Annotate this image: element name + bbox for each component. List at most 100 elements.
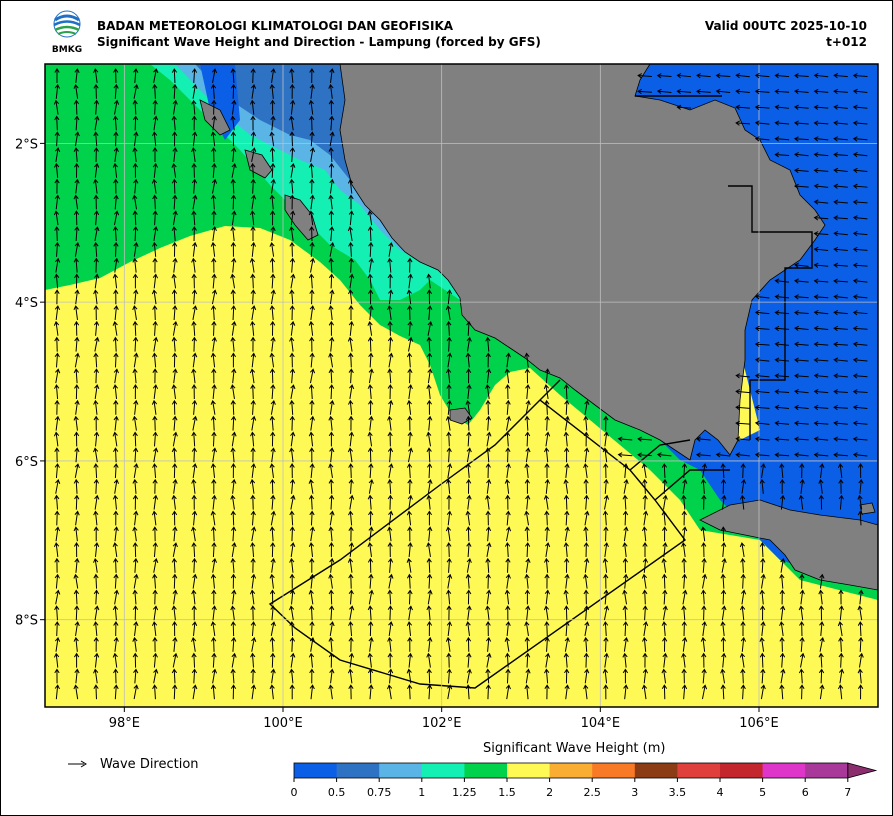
wave-arrow (269, 99, 276, 115)
wave-arrow (662, 494, 668, 510)
wave-arrow (54, 178, 60, 194)
wave-arrow (794, 452, 809, 458)
wave-arrow (210, 621, 216, 636)
wave-arrow (813, 136, 829, 142)
wave-arrow (505, 399, 511, 415)
wave-arrow (191, 368, 197, 384)
wave-arrow (774, 88, 790, 95)
wave-arrow (93, 526, 99, 542)
wave-arrow (368, 589, 374, 605)
wave-arrow (250, 68, 256, 84)
wave-arrow (113, 573, 119, 589)
wave-arrow (583, 494, 590, 510)
wave-arrow (794, 167, 809, 174)
wave-arrow (740, 573, 746, 589)
wave-arrow (113, 636, 119, 652)
wave-arrow (505, 415, 512, 431)
wave-arrow (388, 289, 394, 305)
wave-arrow (661, 510, 667, 526)
wave-arrow (833, 73, 848, 79)
wave-arrow (485, 447, 491, 463)
wave-arrow (231, 147, 237, 163)
wave-arrow (251, 305, 257, 320)
wave-arrow (309, 510, 315, 526)
wave-arrow (485, 463, 491, 479)
wave-arrow (701, 684, 708, 700)
wave-arrow (740, 668, 746, 684)
wave-arrow (603, 589, 609, 605)
wave-arrow (426, 399, 432, 415)
wave-arrow (54, 131, 60, 147)
wave-arrow (564, 447, 570, 463)
wave-arrow (171, 557, 177, 573)
wave-arrow (760, 605, 766, 621)
wave-arrow (368, 510, 374, 526)
wave-arrow (584, 621, 590, 636)
wave-arrow (584, 447, 590, 463)
wave-arrow (813, 120, 829, 126)
wave-arrow (563, 494, 570, 510)
wave-arrow (701, 668, 707, 684)
wave-arrow (192, 305, 198, 320)
wave-arrow (446, 289, 452, 305)
wave-arrow (73, 589, 80, 605)
wave-arrow (780, 557, 786, 573)
wave-arrow (191, 257, 197, 273)
wave-arrow (524, 684, 530, 700)
wave-arrow (564, 573, 570, 589)
wave-band-0-0.5 (200, 64, 240, 140)
wave-arrow (681, 621, 687, 637)
wave-arrow (94, 226, 100, 241)
wave-arrow (152, 573, 158, 589)
wave-arrow (250, 289, 256, 305)
wave-arrow (94, 384, 100, 399)
wave-arrow (465, 415, 472, 431)
wave-arrow (367, 542, 373, 558)
wave-arrow (270, 226, 276, 242)
wave-arrow (407, 478, 413, 494)
wave-arrow (172, 684, 178, 700)
wave-arrow (583, 605, 590, 621)
wave-arrow (191, 289, 198, 305)
wave-arrow (406, 289, 412, 305)
wave-arrow (309, 68, 315, 84)
wave-arrow (465, 352, 471, 368)
wave-arrow (73, 431, 80, 447)
wave-arrow (328, 573, 334, 589)
wave-arrow (760, 463, 766, 478)
wave-arrow (524, 589, 531, 605)
wave-arrow (779, 652, 786, 668)
wave-arrow (446, 621, 453, 637)
wave-arrow (74, 273, 80, 289)
wave-arrow (172, 99, 178, 115)
wave-arrow (818, 652, 824, 668)
wave-arrow (681, 510, 687, 526)
colorbar-segment (421, 763, 465, 778)
wave-arrow (407, 415, 413, 431)
wave-arrow (93, 399, 99, 415)
wave-arrow (74, 115, 80, 131)
wave-arrow (740, 478, 747, 494)
wave-arrow (682, 478, 688, 494)
wave-arrow (192, 83, 198, 99)
wave-arrow (171, 621, 178, 637)
wave-arrow (172, 431, 178, 447)
wave-arrow (329, 510, 335, 526)
wave-arrow (231, 542, 237, 557)
wave-arrow (584, 399, 590, 415)
colorbar-tick-label: 1.25 (452, 786, 477, 799)
wave-arrow (564, 526, 570, 542)
wave-arrow (774, 373, 790, 379)
wave-arrow (112, 162, 118, 178)
wave-arrow (132, 226, 139, 242)
wave-arrow (603, 431, 609, 447)
wave-arrow (349, 494, 355, 510)
wave-arrow (231, 478, 237, 494)
wave-arrow (603, 542, 609, 558)
wave-arrow (505, 557, 511, 573)
wave-arrow (54, 83, 61, 99)
wave-arrow (93, 241, 99, 257)
wave-arrow (754, 389, 770, 395)
wave-arrow (504, 368, 510, 384)
